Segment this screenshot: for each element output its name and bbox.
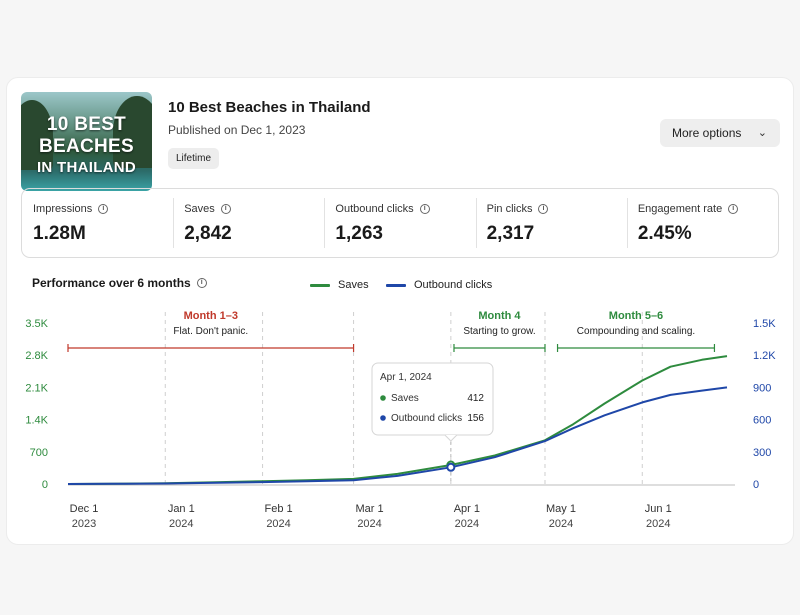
- x-tick-label: Feb 1: [264, 503, 292, 515]
- stat-label: Saves: [184, 203, 215, 215]
- legend-outbound-clicks[interactable]: Outbound clicks: [386, 279, 492, 291]
- stat-label: Impressions: [33, 203, 93, 215]
- y-left-tick-label: 0: [42, 479, 48, 491]
- tooltip-date: Apr 1, 2024: [380, 372, 432, 383]
- y-left-tick-label: 3.5K: [25, 318, 48, 330]
- x-tick-label: Jun 1: [645, 503, 672, 515]
- chevron-down-icon: ⌄: [757, 127, 767, 139]
- y-left-tick-label: 2.1K: [25, 382, 48, 394]
- stat-saves: Saves i 2,842: [173, 189, 324, 257]
- legend-saves[interactable]: Saves: [310, 279, 369, 291]
- y-right-tick-label: 1.2K: [753, 350, 776, 362]
- thumbnail-line-2: BEACHES: [38, 136, 134, 157]
- tooltip-pointer: [444, 434, 458, 442]
- legend-swatch-saves: [310, 283, 330, 287]
- legend-swatch-outbound-clicks: [386, 283, 406, 287]
- tooltip-dot: [380, 395, 386, 401]
- performance-title: Performance over 6 months i: [32, 276, 207, 290]
- tooltip-dot: [380, 415, 386, 421]
- stat-outbound-clicks: Outbound clicks i 1,263: [324, 189, 475, 257]
- x-tick-year: 2024: [646, 518, 670, 530]
- date-range-pill[interactable]: Lifetime: [168, 148, 220, 169]
- stat-impressions: Impressions i 1.28M: [22, 189, 173, 257]
- info-icon[interactable]: i: [196, 278, 207, 288]
- outbound-clicks-marker: [446, 462, 456, 472]
- x-tick-label: Mar 1: [356, 503, 384, 515]
- tooltip-value: 156: [467, 413, 484, 424]
- info-icon[interactable]: i: [728, 204, 739, 214]
- rock-right-decoration: [113, 96, 152, 168]
- pin-thumbnail[interactable]: 10 BEST BEACHES IN THAILAND: [21, 92, 152, 191]
- info-icon[interactable]: i: [98, 204, 109, 214]
- annotation-title: Month 1–3: [184, 310, 238, 322]
- y-right-tick-label: 300: [753, 447, 771, 459]
- x-tick-label: Jan 1: [168, 503, 195, 515]
- x-tick-year: 2024: [549, 518, 573, 530]
- stat-value: 2,842: [184, 223, 232, 244]
- y-left-tick-label: 2.8K: [25, 350, 48, 362]
- thumbnail-line-1: 10 BEST: [46, 114, 127, 135]
- info-icon[interactable]: i: [220, 204, 231, 214]
- pin-title: 10 Best Beaches in Thailand: [168, 99, 371, 116]
- y-left-tick-label: 700: [30, 447, 48, 459]
- stat-pin-clicks: Pin clicks i 2,317: [475, 189, 627, 257]
- stat-label: Pin clicks: [486, 203, 533, 215]
- y-right-tick-label: 900: [753, 382, 771, 394]
- annotation-title: Month 4: [478, 310, 521, 322]
- stat-label: Engagement rate: [637, 203, 723, 215]
- annotation-subtitle: Flat. Don't panic.: [173, 326, 248, 337]
- stat-value: 1.28M: [33, 223, 86, 244]
- tooltip-card: [371, 362, 494, 436]
- y-right-tick-label: 1.5K: [753, 318, 776, 330]
- tooltip-label: Outbound clicks: [391, 413, 462, 424]
- x-tick-year: 2024: [357, 518, 381, 530]
- stat-label: Outbound clicks: [335, 203, 414, 215]
- x-tick-label: May 1: [546, 503, 576, 515]
- stat-value: 2,317: [486, 223, 535, 244]
- more-options-label: More options: [672, 126, 742, 140]
- performance-title-text: Performance over 6 months: [32, 276, 191, 290]
- annotation-subtitle: Compounding and scaling.: [577, 326, 695, 337]
- annotation-title: Month 5–6: [609, 310, 663, 322]
- y-right-tick-label: 600: [753, 415, 771, 427]
- x-tick-year: 2024: [455, 518, 479, 530]
- x-tick-label: Dec 1: [70, 503, 99, 515]
- tooltip-label: Saves: [391, 393, 419, 404]
- x-tick-year: 2024: [169, 518, 193, 530]
- more-options-button[interactable]: More options ⌄: [660, 119, 780, 147]
- published-date: Published on Dec 1, 2023: [168, 123, 306, 137]
- info-icon[interactable]: i: [419, 204, 430, 214]
- annotation-subtitle: Starting to grow.: [463, 326, 535, 337]
- rock-left-decoration: [21, 100, 53, 170]
- info-icon[interactable]: i: [538, 204, 549, 214]
- stat-value: 2.45%: [637, 223, 692, 244]
- stats-row: Impressions i 1.28M Saves i 2,842 Outbound…: [21, 188, 779, 258]
- stat-value: 1,263: [335, 223, 383, 244]
- thumbnail-line-3: IN THAILAND: [36, 159, 137, 176]
- x-tick-year: 2023: [72, 518, 96, 530]
- stat-engagement-rate: Engagement rate i 2.45%: [626, 189, 778, 257]
- x-tick-label: Apr 1: [454, 503, 480, 515]
- legend-label-outbound-clicks: Outbound clicks: [414, 279, 493, 291]
- x-tick-year: 2024: [266, 518, 290, 530]
- y-right-tick-label: 0: [753, 479, 759, 491]
- tooltip-value: 412: [467, 393, 484, 404]
- legend-label-saves: Saves: [338, 279, 369, 291]
- y-left-tick-label: 1.4K: [25, 415, 48, 427]
